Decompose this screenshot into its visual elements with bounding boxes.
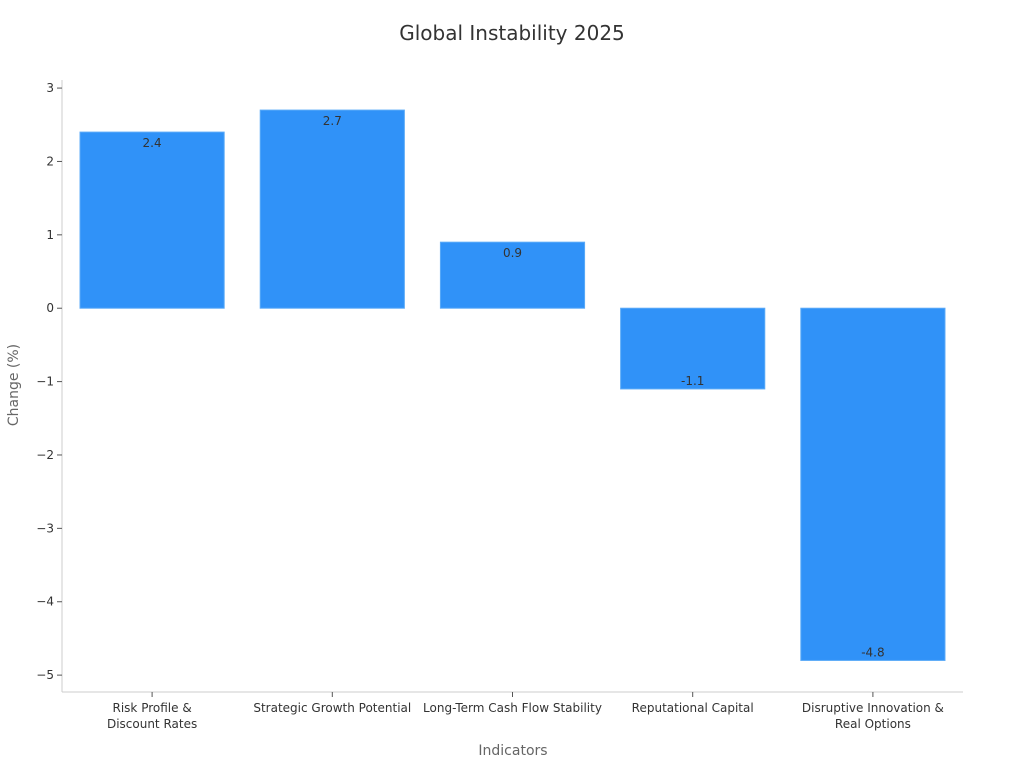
x-tick-label: Real Options bbox=[835, 717, 911, 731]
y-tick-label: −1 bbox=[36, 375, 54, 389]
data-label: 2.7 bbox=[323, 114, 342, 128]
x-tick-label: Discount Rates bbox=[107, 717, 197, 731]
bar bbox=[620, 307, 766, 390]
x-tick-label: Strategic Growth Potential bbox=[253, 701, 411, 715]
data-label: -1.1 bbox=[681, 374, 704, 388]
y-tick-label: −4 bbox=[36, 595, 54, 609]
y-axis-label: Change (%) bbox=[6, 344, 22, 426]
data-label: -4.8 bbox=[861, 645, 884, 659]
y-tick-label: 2 bbox=[46, 154, 54, 168]
y-tick-label: 0 bbox=[46, 301, 54, 315]
bar bbox=[259, 109, 405, 309]
y-tick-label: −2 bbox=[36, 448, 54, 462]
bar bbox=[800, 307, 946, 661]
x-tick-label: Reputational Capital bbox=[632, 701, 754, 715]
y-tick-label: 1 bbox=[46, 228, 54, 242]
bar bbox=[79, 131, 225, 309]
data-label: 0.9 bbox=[503, 246, 522, 260]
data-label: 2.4 bbox=[143, 136, 162, 150]
y-tick-label: −5 bbox=[36, 668, 54, 682]
x-tick-label: Risk Profile & bbox=[113, 701, 192, 715]
bar bbox=[439, 241, 586, 309]
x-tick-label: Disruptive Innovation & bbox=[802, 701, 944, 715]
y-tick-label: −3 bbox=[36, 521, 54, 535]
y-tick-label: 3 bbox=[46, 81, 54, 95]
chart-title: Global Instability 2025 bbox=[399, 21, 625, 45]
x-tick-label: Long-Term Cash Flow Stability bbox=[423, 701, 602, 715]
x-axis-label: Indicators bbox=[478, 743, 547, 759]
